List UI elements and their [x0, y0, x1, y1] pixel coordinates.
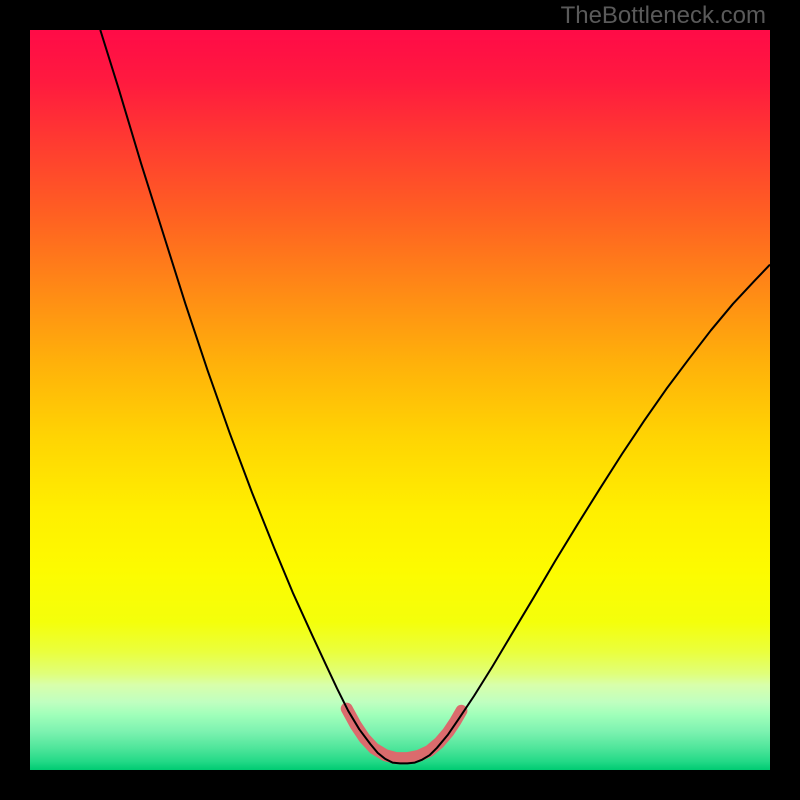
- curve-layer: [30, 30, 770, 770]
- watermark-text: TheBottleneck.com: [561, 2, 766, 30]
- outer-frame: TheBottleneck.com: [0, 0, 800, 800]
- bottleneck-curve: [100, 30, 770, 763]
- plot-area: [30, 30, 770, 770]
- highlight-segment: [347, 709, 462, 759]
